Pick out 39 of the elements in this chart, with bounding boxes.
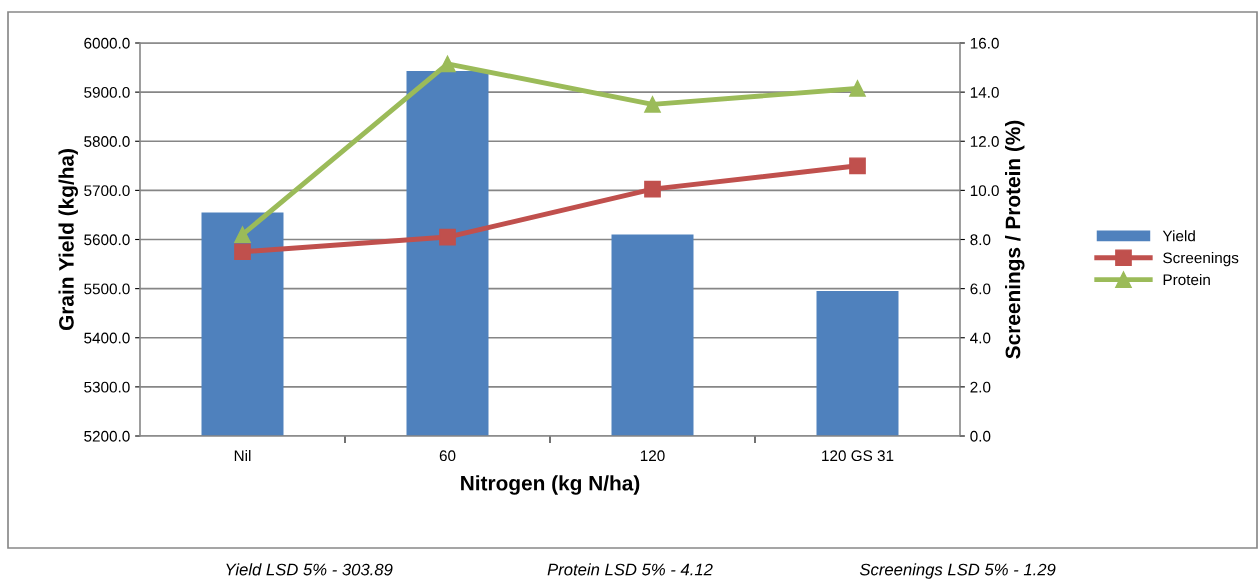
text: Yield LSD 5% - 303.89 bbox=[226, 563, 393, 576]
y2-tick-label: 4.0 bbox=[970, 332, 991, 344]
x-tick-label: 120 GS 31 bbox=[822, 450, 894, 462]
point bbox=[849, 157, 866, 175]
y-tick-label: 5900.0 bbox=[84, 86, 130, 98]
y-tick-label: 5500.0 bbox=[84, 283, 130, 295]
y2-tick-label: 2.0 bbox=[970, 381, 991, 393]
y-tick-label: 5400.0 bbox=[84, 332, 130, 344]
legend-label: Screenings bbox=[1163, 252, 1239, 267]
y2-tick-label: 6.0 bbox=[970, 283, 991, 295]
legend-label: Yield bbox=[1162, 230, 1195, 242]
y2-tick-label: 12.0 bbox=[970, 136, 999, 147]
y2-tick-label: 16.0 bbox=[970, 37, 999, 49]
y2-tick-label: 8.0 bbox=[970, 234, 991, 246]
y2-tick-label: 10.0 bbox=[970, 185, 999, 197]
x-axis-title: Nitrogen (kg N/ha) bbox=[461, 475, 640, 495]
legend-label: Protein bbox=[1163, 273, 1210, 286]
point bbox=[439, 228, 456, 246]
y-tick-label: 5300.0 bbox=[84, 381, 130, 393]
x-tick-label: Nil bbox=[234, 449, 251, 461]
y2-axis-title: Screenings / Protein (%) bbox=[1005, 120, 1025, 359]
y-tick-label: 5600.0 bbox=[84, 234, 130, 246]
point bbox=[234, 243, 251, 261]
y-tick-label: 5800.0 bbox=[84, 136, 130, 147]
x-tick-label: 60 bbox=[439, 450, 456, 462]
x-tick-label: 120 bbox=[640, 450, 665, 462]
y2-tick-label: 14.0 bbox=[970, 86, 999, 98]
y-tick-label: 6000.0 bbox=[84, 37, 130, 49]
y2-tick-label: 0.0 bbox=[970, 430, 991, 442]
y-axis-title: Grain Yield (kg/ha) bbox=[58, 149, 78, 331]
text: Protein LSD 5% - 4.12 bbox=[547, 563, 713, 576]
point bbox=[849, 80, 866, 97]
point bbox=[234, 226, 251, 243]
y-tick-label: 5200.0 bbox=[84, 430, 130, 442]
text: Screenings LSD 5% - 1.29 bbox=[859, 563, 1056, 579]
point bbox=[439, 55, 456, 73]
point bbox=[644, 96, 661, 113]
point bbox=[644, 180, 661, 198]
y-tick-label: 5700.0 bbox=[84, 185, 130, 197]
